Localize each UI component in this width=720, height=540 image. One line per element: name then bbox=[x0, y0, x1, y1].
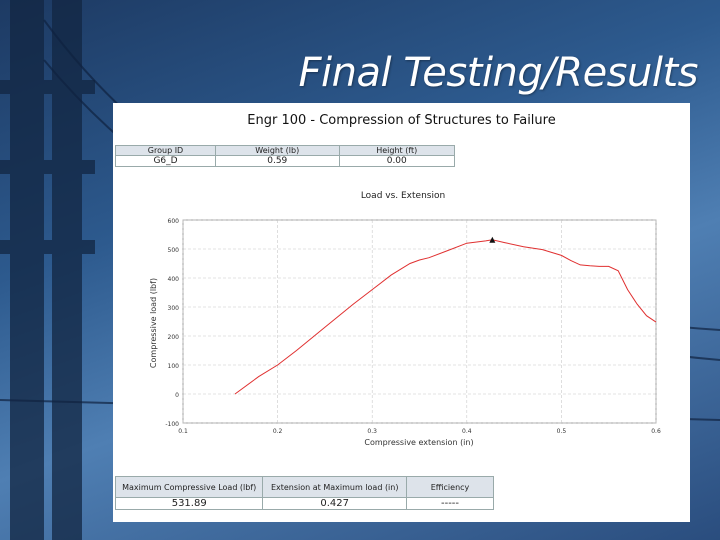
table-header-cell: Extension at Maximum load (in) bbox=[262, 476, 408, 498]
y-tick-label: 500 bbox=[168, 247, 180, 254]
x-tick-label: 0.4 bbox=[462, 428, 472, 435]
results-panel: Engr 100 - Compression of Structures to … bbox=[113, 103, 690, 522]
x-tick-label: 0.3 bbox=[367, 428, 377, 435]
max-load-marker bbox=[489, 236, 496, 243]
table-cell: 0.59 bbox=[215, 155, 340, 167]
y-tick-label: 600 bbox=[168, 218, 180, 225]
x-axis-label: Compressive extension (in) bbox=[364, 438, 473, 447]
load-curve-line bbox=[234, 239, 657, 395]
plot-area bbox=[182, 219, 657, 424]
chart-title: Load vs. Extension bbox=[361, 191, 445, 201]
table-cell: 0.427 bbox=[262, 497, 408, 510]
x-tick-label: 0.2 bbox=[273, 428, 283, 435]
y-tick-label: 400 bbox=[168, 276, 180, 283]
x-tick-label: 0.6 bbox=[651, 428, 661, 435]
table-header-cell: Maximum Compressive Load (lbf) bbox=[114, 476, 264, 498]
group-info-table: Group ID Weight (lb) Height (ft) G6_D 0.… bbox=[114, 145, 455, 167]
y-tick-label: 200 bbox=[168, 334, 180, 341]
load-extension-chart: Load vs. Extension Compressive load (lbf… bbox=[149, 191, 661, 447]
y-tick-label: 300 bbox=[168, 305, 180, 312]
table-header-cell: Efficiency bbox=[406, 476, 494, 498]
table-cell: 0.00 bbox=[338, 155, 455, 167]
y-axis-label: Compressive load (lbf) bbox=[149, 278, 158, 368]
x-tick-label: 0.1 bbox=[178, 428, 188, 435]
table-cell: ----- bbox=[406, 497, 494, 510]
x-tick-label: 0.5 bbox=[557, 428, 567, 435]
panel-title: Engr 100 - Compression of Structures to … bbox=[247, 113, 556, 128]
y-tick-label: -100 bbox=[165, 421, 179, 428]
summary-table: Maximum Compressive Load (lbf) Extension… bbox=[114, 476, 494, 510]
y-tick-label: 100 bbox=[168, 363, 180, 370]
table-cell: 531.89 bbox=[114, 497, 264, 510]
slide-title: Final Testing/Results bbox=[298, 50, 699, 96]
y-tick-label: 0 bbox=[175, 392, 179, 399]
